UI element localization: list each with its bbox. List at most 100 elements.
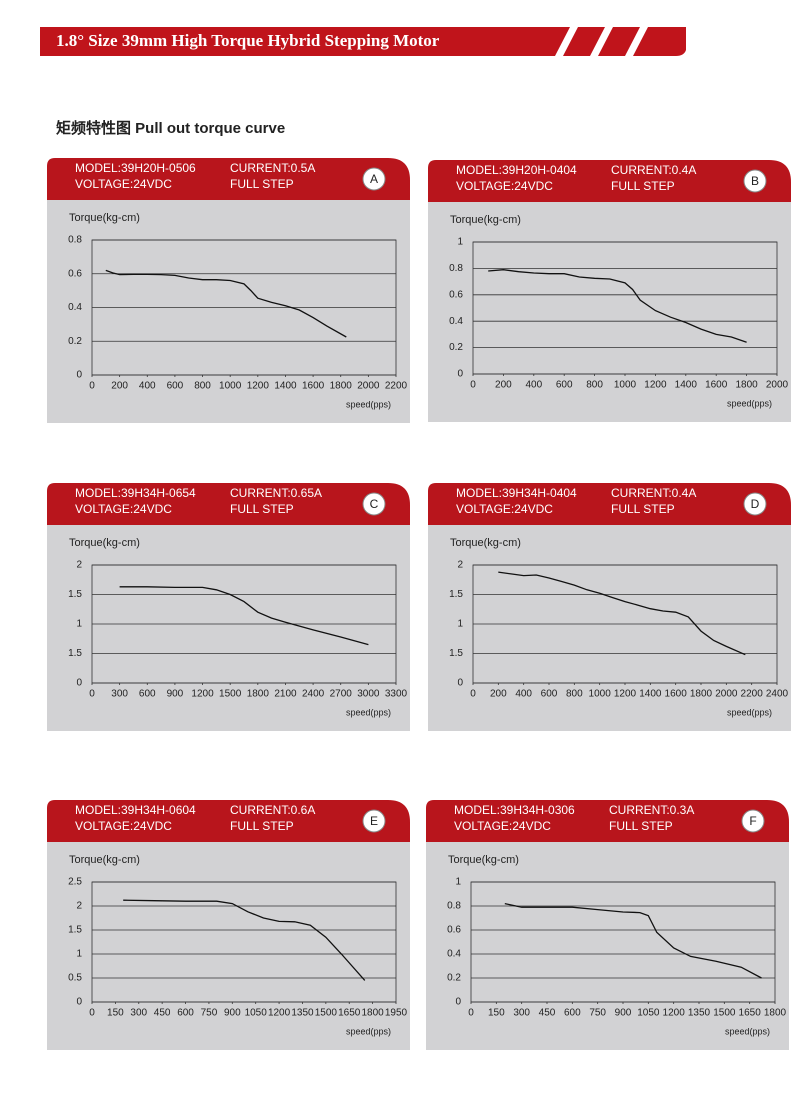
- step: FULL STEP: [230, 819, 294, 833]
- x-tick-label: 1200: [644, 380, 667, 391]
- current: CURRENT:0.5A: [230, 161, 315, 175]
- x-tick-label: 200: [495, 380, 512, 391]
- x-tick-label: 3000: [357, 689, 380, 700]
- x-tick-label: 200: [490, 689, 507, 700]
- panel-header: [428, 160, 791, 202]
- x-tick-label: 1650: [338, 1008, 361, 1019]
- x-tick-label: 1500: [219, 689, 242, 700]
- x-tick-label: 300: [513, 1008, 530, 1019]
- panel-header: [426, 800, 789, 842]
- x-tick-label: 1000: [614, 380, 637, 391]
- x-tick-label: 900: [167, 689, 184, 700]
- current: CURRENT:0.3A: [609, 803, 694, 817]
- x-tick-label: 1800: [690, 689, 713, 700]
- x-tick-label: 1200: [614, 689, 637, 700]
- x-axis-label: speed(pps): [727, 707, 772, 717]
- panel-body: [47, 513, 410, 731]
- label-circle: [741, 809, 765, 833]
- torque-curve: [105, 269, 347, 338]
- x-tick-label: 3300: [385, 689, 408, 700]
- y-axis-label: Torque(kg-cm): [450, 214, 521, 226]
- voltage: VOLTAGE:24VDC: [456, 179, 553, 193]
- x-tick-label: 150: [107, 1008, 124, 1019]
- x-tick-label: 2400: [302, 689, 325, 700]
- y-tick-label: 1: [455, 877, 461, 888]
- y-tick-label: 0: [76, 678, 82, 689]
- y-tick-label: 2.5: [68, 877, 82, 888]
- header-stripe: [563, 27, 605, 56]
- section-title: 矩频特性图 Pull out torque curve: [56, 119, 285, 137]
- y-tick-label: 1.5: [68, 925, 82, 936]
- x-tick-label: 1350: [291, 1008, 314, 1019]
- y-axis-label: Torque(kg-cm): [69, 212, 140, 224]
- x-tick-label: 600: [167, 381, 184, 392]
- x-tick-label: 600: [541, 689, 558, 700]
- x-tick-label: 0: [468, 1008, 474, 1019]
- x-tick-label: 2700: [330, 689, 353, 700]
- x-axis-label: speed(pps): [725, 1026, 770, 1036]
- model: MODEL:39H34H-0404: [456, 486, 577, 500]
- voltage: VOLTAGE:24VDC: [75, 819, 172, 833]
- y-tick-label: 0.2: [449, 342, 463, 353]
- x-tick-label: 0: [470, 689, 476, 700]
- x-tick-label: 1650: [739, 1008, 762, 1019]
- y-axis-label: Torque(kg-cm): [69, 854, 140, 866]
- x-tick-label: 2200: [385, 381, 408, 392]
- y-axis-label: Torque(kg-cm): [450, 537, 521, 549]
- y-tick-label: 1: [76, 949, 82, 960]
- y-tick-label: 0: [76, 370, 82, 381]
- x-tick-label: 2000: [357, 381, 380, 392]
- x-tick-label: 450: [154, 1008, 171, 1019]
- x-tick-label: 600: [556, 380, 573, 391]
- current: CURRENT:0.4A: [611, 486, 696, 500]
- current: CURRENT:0.4A: [611, 163, 696, 177]
- x-tick-label: 1500: [315, 1008, 338, 1019]
- x-tick-label: 1600: [665, 689, 688, 700]
- x-axis-label: speed(pps): [346, 399, 391, 409]
- header-stripe: [598, 27, 640, 56]
- x-tick-label: 2400: [766, 689, 789, 700]
- label-circle: [743, 492, 767, 516]
- x-tick-label: 1950: [385, 1008, 408, 1019]
- x-axis-label: speed(pps): [727, 398, 772, 408]
- torque-curve: [498, 571, 746, 656]
- voltage: VOLTAGE:24VDC: [454, 819, 551, 833]
- x-tick-label: 1050: [245, 1008, 268, 1019]
- torque-curve: [488, 269, 747, 343]
- x-tick-label: 1500: [713, 1008, 736, 1019]
- x-tick-label: 1000: [219, 381, 242, 392]
- y-axis-label: Torque(kg-cm): [69, 537, 140, 549]
- x-tick-label: 1800: [330, 381, 353, 392]
- x-tick-label: 1200: [191, 689, 214, 700]
- panel-body: [428, 190, 791, 422]
- y-tick-label: 0: [457, 369, 463, 380]
- x-tick-label: 2100: [274, 689, 297, 700]
- x-tick-label: 1200: [268, 1008, 291, 1019]
- model: MODEL:39H34H-0654: [75, 486, 196, 500]
- label-circle: [362, 809, 386, 833]
- step: FULL STEP: [230, 502, 294, 516]
- x-tick-label: 750: [589, 1008, 606, 1019]
- step: FULL STEP: [611, 179, 675, 193]
- y-tick-label: 0.4: [68, 302, 82, 313]
- x-tick-label: 1800: [735, 380, 758, 391]
- y-tick-label: 0.8: [449, 263, 463, 274]
- panel-label: E: [370, 814, 378, 828]
- y-tick-label: 1.5: [68, 648, 82, 659]
- x-tick-label: 0: [89, 689, 95, 700]
- y-tick-label: 0.8: [68, 235, 82, 246]
- panel-label: B: [751, 174, 759, 188]
- y-tick-label: 0.5: [68, 973, 82, 984]
- model: MODEL:39H34H-0604: [75, 803, 196, 817]
- voltage: VOLTAGE:24VDC: [456, 502, 553, 516]
- header-stripe: [633, 27, 686, 56]
- panel-body: [47, 188, 410, 423]
- y-tick-label: 2: [76, 901, 82, 912]
- y-tick-label: 1.5: [68, 589, 82, 600]
- y-tick-label: 1: [76, 619, 82, 630]
- model: MODEL:39H34H-0306: [454, 803, 575, 817]
- panel-label: D: [751, 497, 760, 511]
- y-tick-label: 0: [457, 678, 463, 689]
- x-tick-label: 450: [539, 1008, 556, 1019]
